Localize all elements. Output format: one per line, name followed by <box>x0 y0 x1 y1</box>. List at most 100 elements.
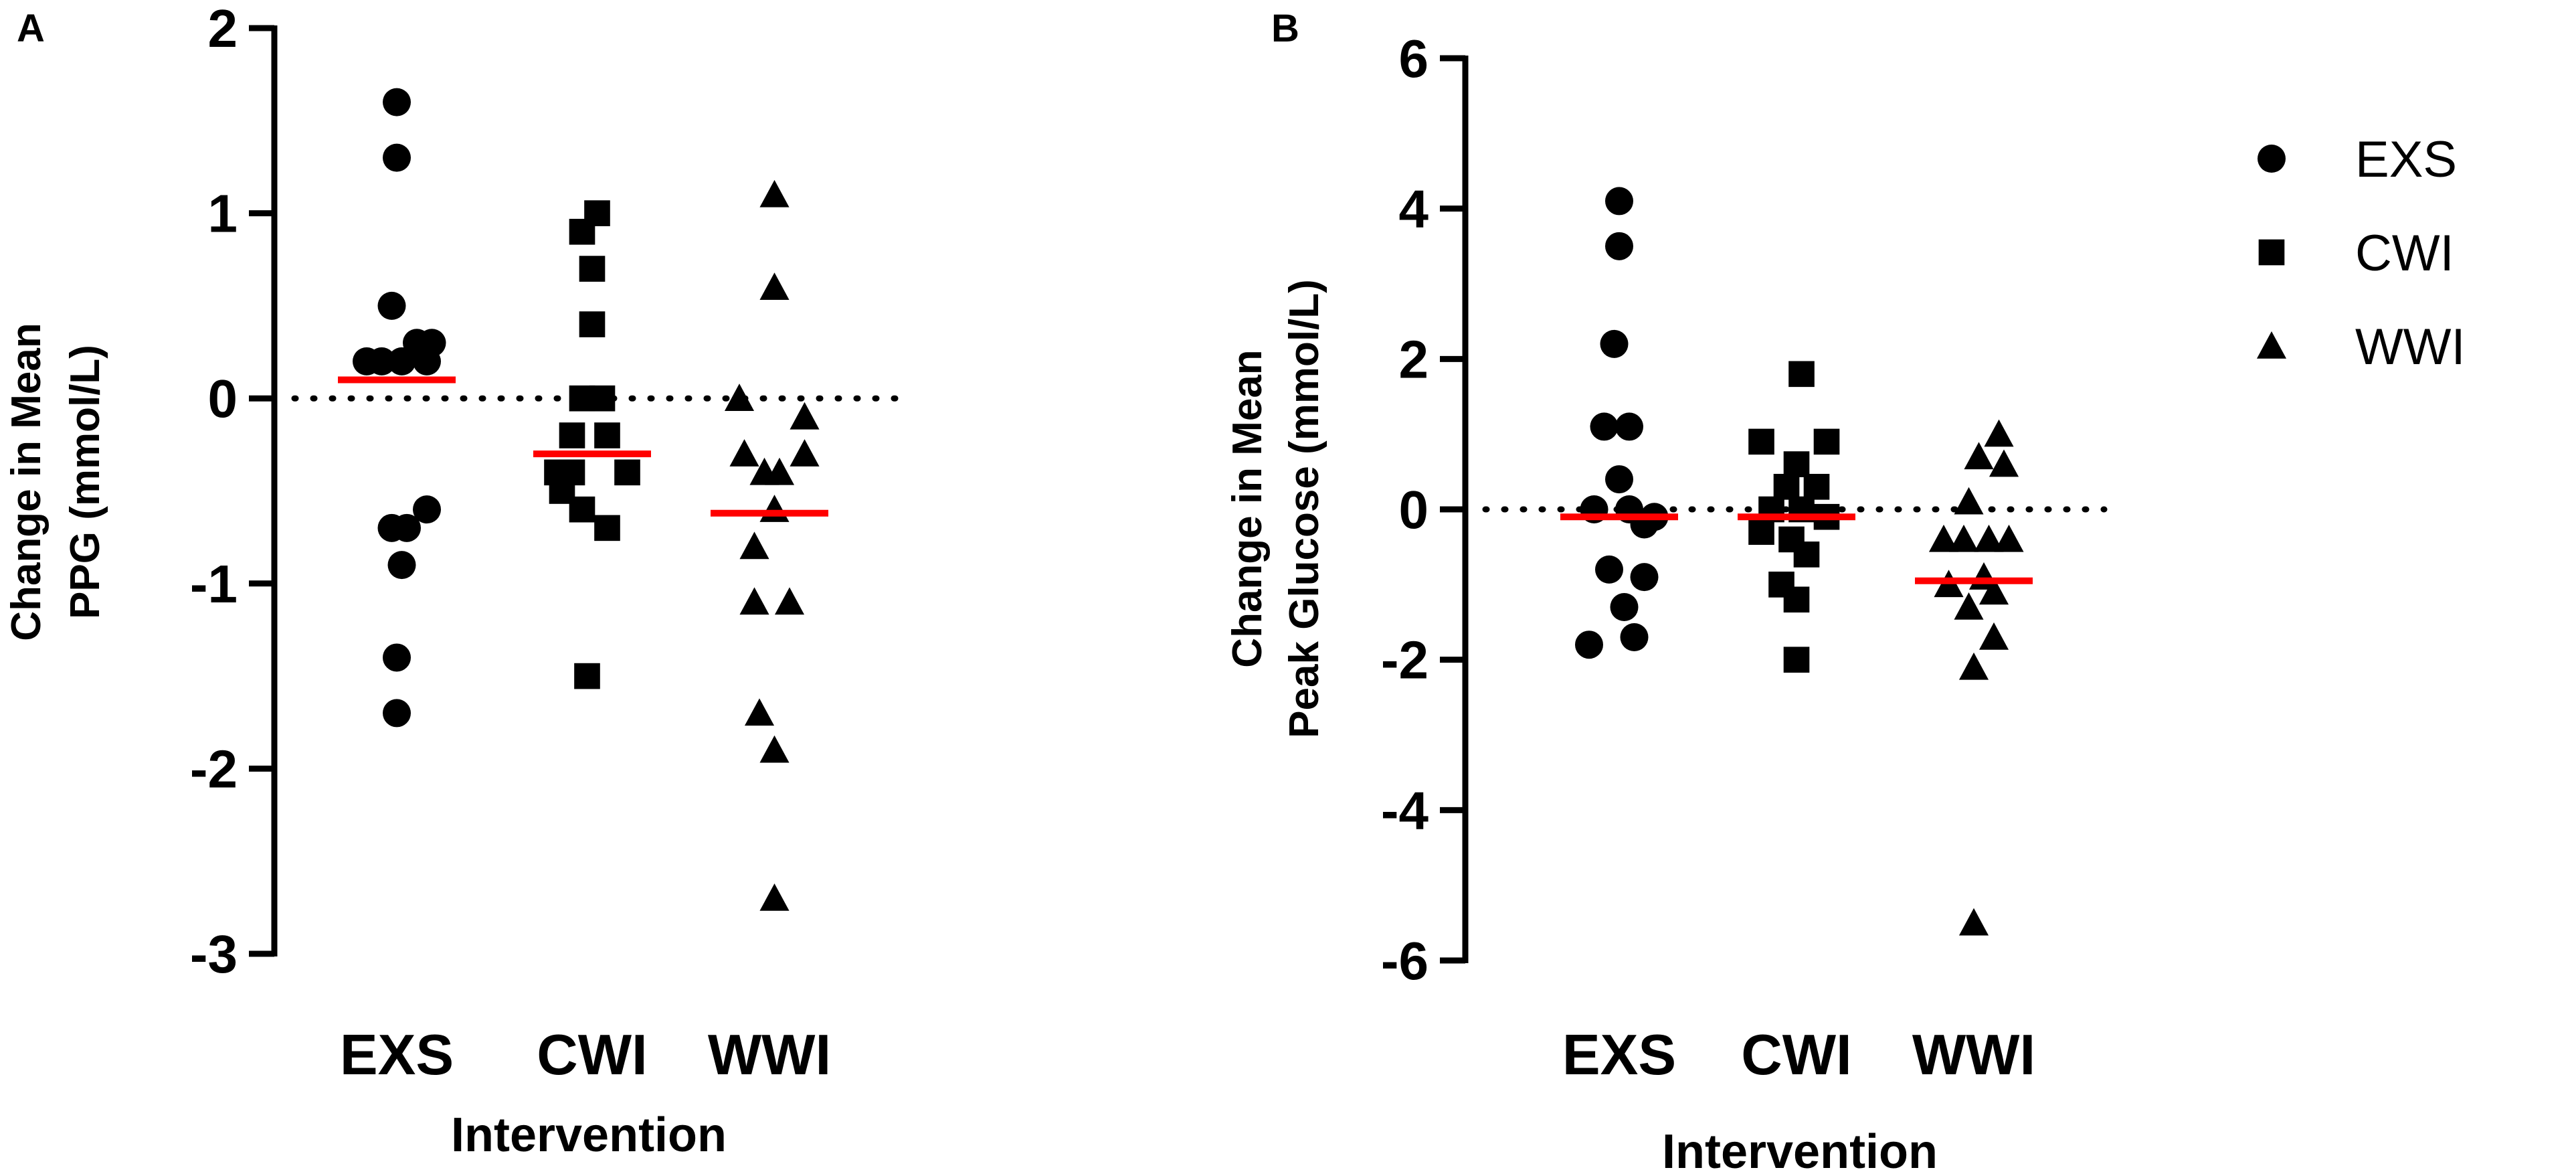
data-point-cwi <box>1803 473 1830 500</box>
data-point-cwi <box>559 422 585 448</box>
x-category-label: WWI <box>1912 1023 2035 1087</box>
data-point-wwi <box>1928 524 1959 552</box>
legend-marker-cwi <box>2258 239 2285 266</box>
legend-label: EXS <box>2355 131 2457 188</box>
data-point-wwi <box>724 384 755 411</box>
panel-label: B <box>1271 7 1299 50</box>
data-point-wwi <box>790 439 820 467</box>
data-point-exs <box>1590 412 1619 441</box>
y-tick-label: -6 <box>1381 931 1429 991</box>
data-point-wwi <box>774 587 805 615</box>
y-tick-label: 0 <box>208 369 238 428</box>
data-point-exs <box>1615 412 1643 441</box>
panel-a-ppg-chart: A -3 -2 -1 0 1 2 Change in Mean PPG (mmol/L) EXS C… <box>3 0 903 1162</box>
data-point-cwi <box>579 311 606 337</box>
data-point-cwi <box>1748 519 1774 545</box>
data-point-cwi <box>1788 361 1815 388</box>
data-point-exs <box>387 551 416 580</box>
y-tick-label: 4 <box>1399 179 1429 239</box>
data-point-cwi <box>1773 473 1800 500</box>
data-point-cwi <box>614 459 640 486</box>
data-point-exs <box>1630 563 1659 592</box>
legend-marker-wwi <box>2256 331 2287 359</box>
data-point-wwi <box>729 439 759 467</box>
data-point-cwi <box>594 422 620 448</box>
y-tick-label: 2 <box>208 0 238 58</box>
data-point-wwi <box>1958 652 1989 680</box>
data-point-cwi <box>579 256 606 282</box>
data-point-wwi <box>1979 577 2009 605</box>
data-point-wwi <box>1984 419 2014 447</box>
data-point-exs <box>1605 465 1633 494</box>
y-tick-label: -2 <box>1381 631 1429 690</box>
data-point-wwi <box>1958 908 1989 936</box>
data-point-exs <box>1575 631 1603 659</box>
data-point-wwi <box>1979 622 2009 650</box>
x-category-label: CWI <box>537 1023 647 1087</box>
data-point-exs <box>1595 555 1623 584</box>
legend-marker-exs <box>2258 145 2286 173</box>
data-point-cwi <box>594 515 620 541</box>
data-point-wwi <box>1954 592 1984 620</box>
data-point-wwi <box>744 698 775 726</box>
legend-label: CWI <box>2355 225 2454 282</box>
panel-label: A <box>17 7 45 50</box>
data-point-exs <box>1600 329 1629 358</box>
x-axis-label: Intervention <box>1662 1125 1938 1176</box>
data-point-exs <box>1620 622 1649 651</box>
data-point-cwi <box>1793 541 1820 568</box>
panel-b-peak-glucose-chart: B -6 -4 -2 0 2 4 6 Change in Mean Peak Glucose (m… <box>1224 7 2108 1176</box>
data-point-wwi <box>739 531 769 560</box>
x-axis-label: Intervention <box>451 1108 727 1162</box>
data-point-wwi <box>1974 524 2004 552</box>
data-point-exs <box>383 643 411 672</box>
data-point-exs <box>383 699 411 728</box>
data-point-wwi <box>1989 449 2019 477</box>
y-axis-label: Change in Mean <box>1224 349 1271 667</box>
data-point-wwi <box>759 179 790 207</box>
data-point-cwi <box>1783 586 1810 613</box>
data-point-exs <box>1610 593 1639 622</box>
data-point-wwi <box>759 495 790 522</box>
data-point-exs <box>413 347 441 375</box>
x-category-label: WWI <box>708 1023 831 1087</box>
data-point-exs <box>383 143 411 172</box>
data-point-exs <box>377 291 406 320</box>
y-tick-label: -3 <box>190 924 238 984</box>
y-tick-label: -4 <box>1381 780 1429 840</box>
y-axis-label: Change in Mean <box>3 323 50 641</box>
x-category-label: EXS <box>340 1023 454 1087</box>
data-point-exs <box>367 347 396 375</box>
data-point-exs <box>413 495 441 524</box>
data-point-wwi <box>759 272 790 300</box>
data-point-exs <box>1605 187 1633 216</box>
data-point-exs <box>1605 232 1633 260</box>
x-category-label: EXS <box>1562 1023 1676 1087</box>
data-point-wwi <box>759 883 790 911</box>
data-point-cwi <box>1813 428 1840 455</box>
y-tick-label: -1 <box>190 554 238 614</box>
data-point-wwi <box>1948 524 1979 552</box>
data-point-wwi <box>1964 442 1994 470</box>
y-tick-label: -2 <box>190 739 238 799</box>
data-point-cwi <box>569 496 595 523</box>
y-tick-label: 6 <box>1399 29 1429 88</box>
data-point-exs <box>393 513 421 542</box>
y-tick-label: 1 <box>208 184 238 244</box>
data-point-cwi <box>1783 451 1810 477</box>
data-point-wwi <box>739 587 769 615</box>
data-point-exs <box>383 88 411 116</box>
y-tick-label: 2 <box>1399 329 1429 389</box>
data-point-wwi <box>764 457 795 485</box>
y-axis-label: Peak Glucose (mmol/L) <box>1281 279 1327 738</box>
data-point-wwi <box>1994 524 2024 552</box>
data-point-cwi <box>569 218 595 245</box>
data-point-cwi <box>1783 647 1810 673</box>
data-point-cwi <box>574 663 600 689</box>
legend-label: WWI <box>2355 319 2466 375</box>
y-tick-label: 0 <box>1399 480 1429 539</box>
data-point-cwi <box>1748 428 1774 455</box>
data-point-wwi <box>1954 487 1984 515</box>
legend: EXS CWI WWI <box>2256 131 2466 375</box>
